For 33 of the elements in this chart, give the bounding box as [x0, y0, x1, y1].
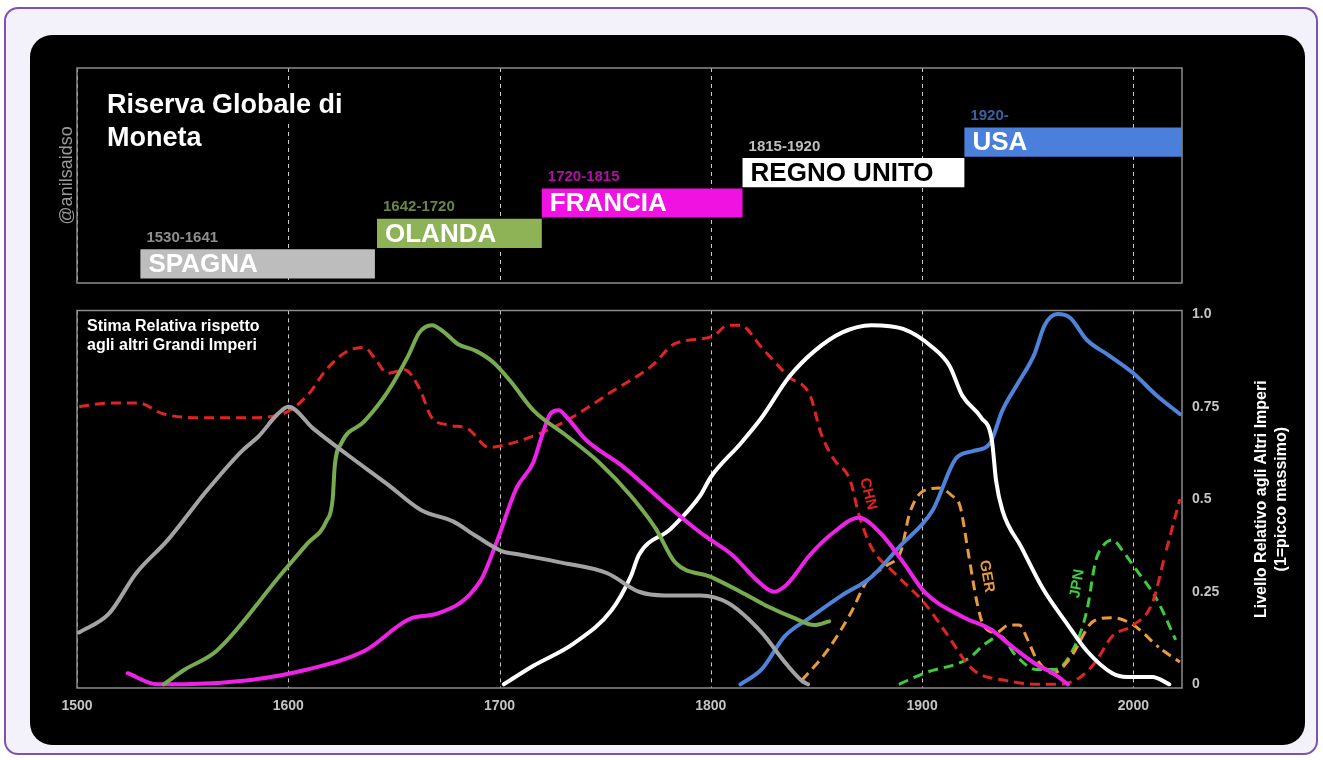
data-label: 1530-1641 — [146, 227, 219, 245]
y-tick-label: FRANCIA — [549, 187, 668, 218]
x-tick-label: 1800 — [695, 697, 727, 714]
line-series — [738, 312, 1182, 687]
chart-title: Riserva Globale di Moneta — [107, 88, 343, 152]
x-tick-label: 1600 — [272, 697, 305, 714]
x-tick-label: 1700 — [483, 697, 516, 714]
y-tick-label: 0.25 — [1192, 582, 1220, 599]
x-tick-label: 1900 — [906, 697, 938, 714]
y-tick-label: SPAGNA — [148, 247, 258, 278]
data-label: 1720-1815 — [547, 167, 620, 185]
y-tick-label: REGNO UNITO — [750, 156, 934, 187]
y-tick-label: USA — [972, 126, 1028, 157]
text: GER — [976, 558, 1000, 594]
x-tick-label: 2000 — [1117, 697, 1150, 714]
text: @anilsaidso — [55, 126, 76, 225]
text: CHN — [857, 475, 882, 512]
x-tick-label: 1500 — [61, 697, 93, 714]
data-label: 1815-1920 — [748, 136, 821, 154]
y-tick-label: OLANDA — [385, 217, 497, 248]
text: JPN — [1065, 567, 1087, 600]
line-series — [125, 408, 1070, 687]
line-series — [77, 404, 811, 687]
y-tick-label: 0.5 — [1192, 490, 1212, 507]
y-tick-label: 0 — [1192, 675, 1200, 692]
data-label: 1642-1720 — [383, 197, 455, 215]
bar — [964, 127, 1182, 157]
y-axis-title: Livello Relativo agli Altri Imperi (1=picco massimo) — [1252, 380, 1290, 619]
y-tick-label: 0.75 — [1192, 397, 1220, 414]
line-series — [501, 323, 1172, 687]
y-tick-label: 1.0 — [1192, 304, 1212, 321]
annotation: 1920- — [970, 106, 1009, 124]
annotation: Stima Relativa rispetto agli altri Grandi Imperi — [87, 316, 260, 353]
